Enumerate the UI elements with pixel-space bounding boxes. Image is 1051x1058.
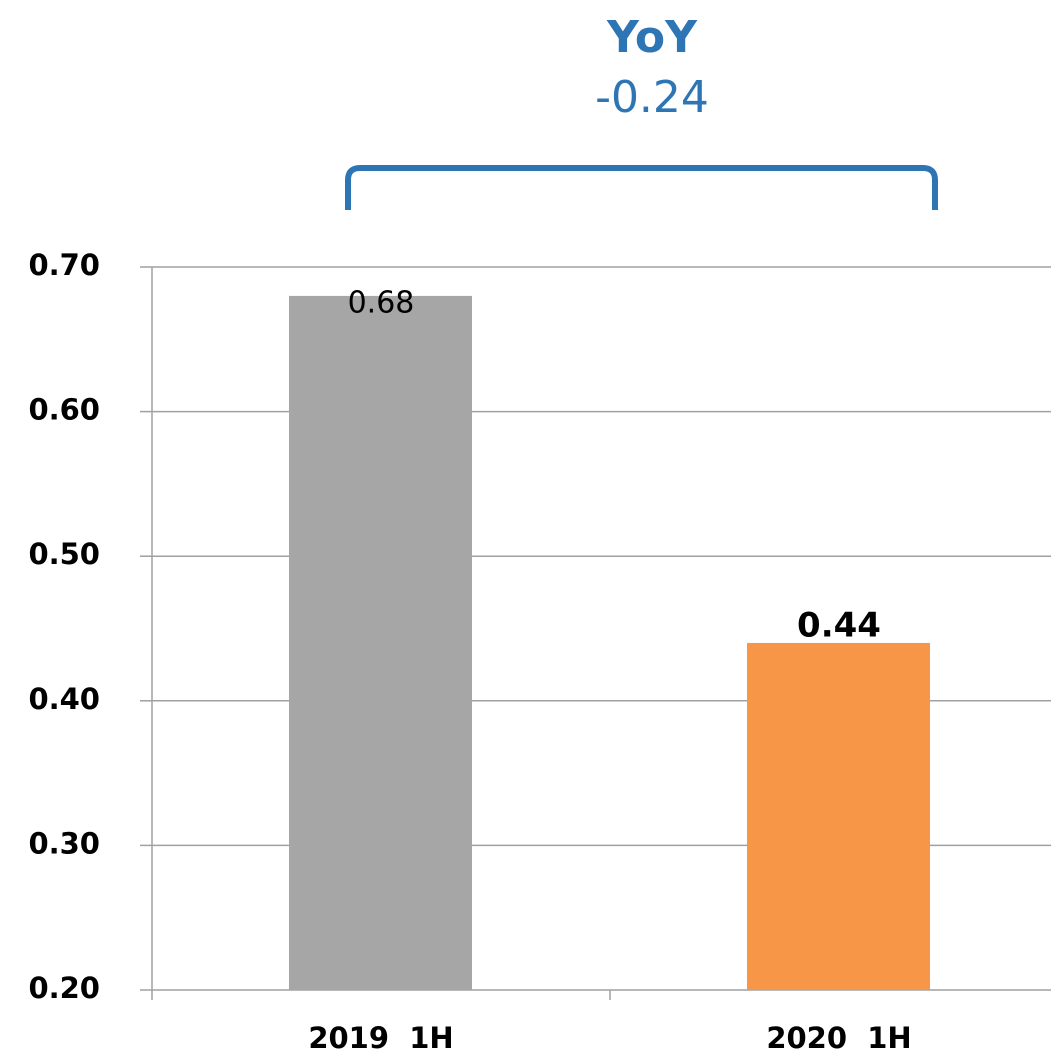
x-tick-label: 2020 1H: [766, 1021, 911, 1055]
y-tick-label: 0.30: [28, 826, 100, 860]
bracket: [345, 165, 938, 210]
x-tick-label: 2019 1H: [308, 1021, 453, 1055]
annotation-value: -0.24: [595, 72, 709, 123]
value-label: 0.44: [797, 605, 881, 645]
bar: [289, 295, 472, 990]
y-tick-label: 0.70: [28, 248, 100, 282]
y-tick-label: 0.60: [28, 393, 100, 427]
value-label: 0.68: [348, 285, 415, 320]
bar: [747, 642, 930, 990]
y-tick-label: 0.40: [28, 682, 100, 716]
annotation-title: YoY: [606, 12, 698, 63]
y-tick-label: 0.50: [28, 537, 100, 571]
y-tick-label: 0.20: [28, 971, 100, 1005]
